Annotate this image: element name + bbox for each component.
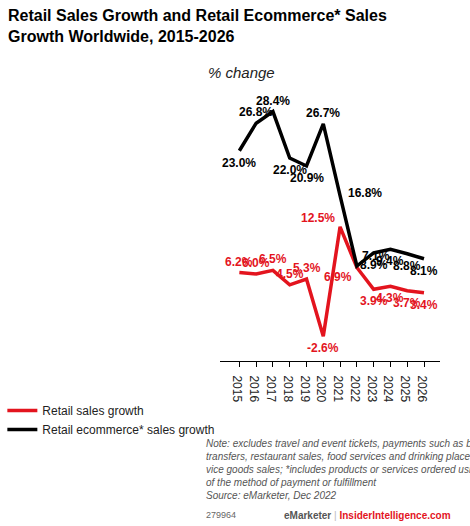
svg-text:2026: 2026 xyxy=(415,375,429,402)
svg-text:23.0%: 23.0% xyxy=(222,156,256,170)
svg-text:7.1%: 7.1% xyxy=(362,249,390,263)
svg-text:8.9%: 8.9% xyxy=(360,258,388,272)
svg-text:6.9%: 6.9% xyxy=(324,270,352,284)
svg-text:2023: 2023 xyxy=(365,375,379,402)
svg-text:6.2%: 6.2% xyxy=(225,255,253,269)
svg-text:28.4%: 28.4% xyxy=(256,94,290,108)
svg-text:2018: 2018 xyxy=(281,375,295,402)
svg-text:4.5%: 4.5% xyxy=(276,267,304,281)
svg-text:20.9%: 20.9% xyxy=(290,171,324,185)
svg-text:2016: 2016 xyxy=(247,375,261,402)
svg-text:26.8%: 26.8% xyxy=(239,105,273,119)
svg-text:Retail sales growth: Retail sales growth xyxy=(42,404,143,418)
svg-text:6.0%: 6.0% xyxy=(242,256,270,270)
svg-text:Retail ecommerce* sales growth: Retail ecommerce* sales growth xyxy=(42,423,214,437)
svg-text:-2.6%: -2.6% xyxy=(307,341,339,355)
svg-text:3.7%: 3.7% xyxy=(393,296,421,310)
svg-text:26.7%: 26.7% xyxy=(306,106,340,120)
svg-text:5.3%: 5.3% xyxy=(293,261,321,275)
svg-text:4.3%: 4.3% xyxy=(376,291,404,305)
svg-text:2015: 2015 xyxy=(230,375,244,402)
svg-text:2024: 2024 xyxy=(381,375,395,402)
svg-text:2022: 2022 xyxy=(348,375,362,402)
svg-text:2021: 2021 xyxy=(331,375,345,402)
svg-text:eMarketer | InsiderIntelligenc: eMarketer | InsiderIntelligence.com xyxy=(284,510,451,521)
svg-text:% change: % change xyxy=(208,64,275,81)
svg-text:6.5%: 6.5% xyxy=(259,252,287,266)
svg-text:2017: 2017 xyxy=(264,375,278,402)
svg-text:2019: 2019 xyxy=(298,375,312,402)
svg-text:16.8%: 16.8% xyxy=(348,186,382,200)
svg-text:2025: 2025 xyxy=(398,375,412,402)
svg-text:9.4%: 9.4% xyxy=(376,254,404,268)
svg-text:12.5%: 12.5% xyxy=(301,211,335,225)
svg-text:8.8%: 8.8% xyxy=(393,259,421,273)
svg-text:3.4%: 3.4% xyxy=(410,298,438,312)
svg-text:Retail Sales Growth and Retail: Retail Sales Growth and Retail Ecommerce… xyxy=(8,7,387,45)
svg-text:8.1%: 8.1% xyxy=(410,264,438,278)
svg-text:22.0%: 22.0% xyxy=(273,163,307,177)
svg-text:Note: excludes travel and even: Note: excludes travel and event tickets,… xyxy=(206,438,470,501)
svg-text:3.9%: 3.9% xyxy=(360,294,388,308)
svg-text:2020: 2020 xyxy=(314,375,328,402)
svg-text:279964: 279964 xyxy=(206,510,236,520)
